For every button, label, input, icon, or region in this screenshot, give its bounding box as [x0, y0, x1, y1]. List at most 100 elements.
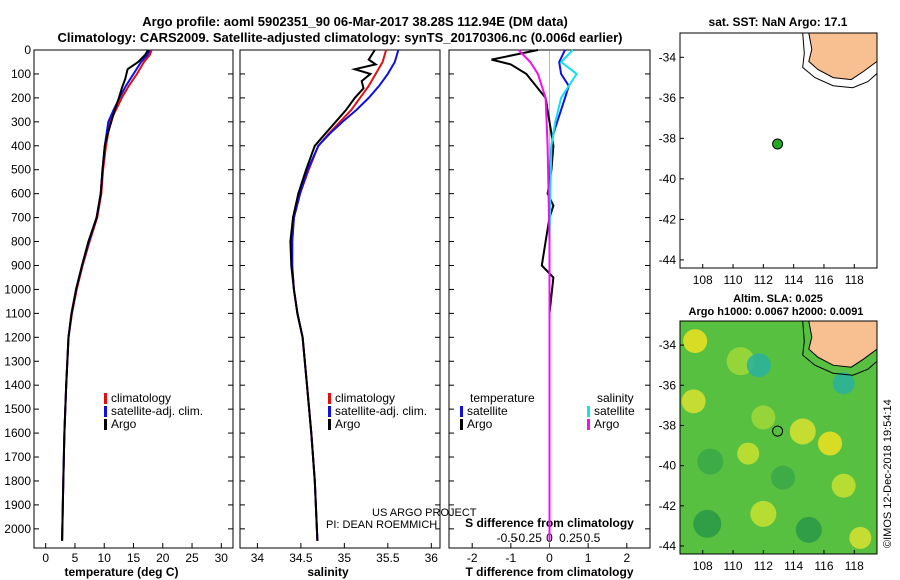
- map-ytick-label: -40: [659, 459, 677, 473]
- shelf-contour: [802, 320, 878, 376]
- pressure-tick-label: 100: [11, 67, 31, 81]
- sla-anomaly-patch: [818, 431, 843, 456]
- difference-top-tick-label: 0.25: [559, 531, 583, 545]
- map-ytick-label: -38: [659, 418, 677, 432]
- sla-anomaly-patch: [751, 405, 776, 430]
- diff-t-legend-swatch: [460, 419, 463, 430]
- temp-legend-swatch: [104, 406, 107, 417]
- difference-xtick-label: 2: [623, 551, 630, 565]
- temperature-xtick-label: 15: [127, 551, 141, 565]
- pressure-tick-label: 600: [11, 187, 31, 201]
- diff-legend-heading-t: temperature: [470, 391, 535, 405]
- sal-legend-swatch: [328, 393, 331, 404]
- map-xtick-label: 118: [845, 273, 864, 287]
- float-position-marker: [772, 425, 784, 437]
- pressure-tick-label: 1200: [4, 330, 31, 344]
- map-xtick-label: 114: [784, 559, 803, 573]
- temperature-xtick-label: 20: [156, 551, 170, 565]
- pressure-tick-label: 1100: [5, 306, 31, 320]
- pressure-tick-label: 1300: [4, 354, 31, 368]
- salinity-xtick-label: 35.5: [376, 551, 400, 565]
- diff-t-legend-label: satellite: [467, 404, 508, 418]
- difference-top-tick-label: -0.25: [515, 531, 543, 545]
- sal-legend-swatch: [328, 406, 331, 417]
- difference-top-tick-label: -0.5: [497, 531, 518, 545]
- map-xtick-label: 116: [814, 559, 833, 573]
- temp-legend-swatch: [104, 419, 107, 430]
- difference-xtick-label: -1: [506, 551, 517, 565]
- float-position-marker: [772, 138, 784, 150]
- map-ytick-label: -44: [659, 539, 677, 553]
- difference-xtick-label: 1: [585, 551, 592, 565]
- pressure-tick-label: 1500: [4, 402, 31, 416]
- pressure-tick-label: 1900: [4, 498, 31, 512]
- pressure-tick-label: 900: [11, 258, 31, 272]
- salinity-xtick-label: 34: [251, 551, 265, 565]
- sla-anomaly-patch: [771, 465, 796, 490]
- salinity-xtick-label: 35: [338, 551, 352, 565]
- diff-s-legend-label: satellite: [594, 404, 635, 418]
- pressure-tick-label: 1000: [4, 282, 31, 296]
- sla-map-subtitle: Argo h1000: 0.0067 h2000: 0.0091: [689, 306, 864, 318]
- pressure-tick-label: 1700: [4, 450, 31, 464]
- sla-anomaly-patch: [750, 500, 777, 527]
- difference-xtick-label: 0: [546, 551, 553, 565]
- pressure-tick-label: 700: [11, 211, 31, 225]
- map-xtick-label: 108: [693, 273, 713, 287]
- temperature-xlabel: temperature (deg C): [64, 565, 178, 579]
- temp-legend-swatch: [104, 393, 107, 404]
- series-satellite-s: [548, 49, 578, 541]
- sla-anomaly-patch: [832, 372, 855, 395]
- map-xtick-label: 114: [784, 273, 803, 287]
- pressure-tick-label: 800: [11, 235, 31, 249]
- map-xtick-label: 110: [723, 559, 742, 573]
- map-xtick-label: 112: [754, 559, 773, 573]
- difference-xlabel: T difference from climatology: [465, 565, 633, 579]
- temperature-panel: 0 5 10 15 20 25 30 temperature (deg C) 0 100 200 30…: [4, 43, 234, 579]
- temperature-xtick-label: 0: [42, 551, 49, 565]
- map-ytick-label: -44: [659, 253, 677, 267]
- pressure-tick-label: 300: [11, 115, 31, 129]
- map-ytick-label: -38: [659, 131, 677, 145]
- pressure-tick-label: 1800: [4, 474, 31, 488]
- pressure-tick-label: 1400: [4, 378, 31, 392]
- sla-map-frame: [679, 320, 878, 555]
- pressure-tick-label: 0: [24, 43, 31, 57]
- diff-s-legend-swatch: [587, 419, 590, 430]
- sla-anomaly-patch: [697, 448, 724, 475]
- series-satellite-adj-clim-: [291, 49, 400, 541]
- map-ytick-label: -42: [659, 212, 677, 226]
- sla-anomaly-patch: [849, 526, 872, 549]
- map-ytick-label: -36: [659, 378, 677, 392]
- salinity-xlabel: salinity: [307, 565, 349, 579]
- credit-pi: PI: DEAN ROEMMICH: [326, 519, 437, 531]
- diff-t-legend-label: Argo: [467, 417, 493, 431]
- map-xtick-label: 110: [723, 273, 742, 287]
- difference-top-tick-label: 0.5: [584, 531, 601, 545]
- difference-xtick-label: -2: [467, 551, 478, 565]
- temperature-xtick-label: 10: [98, 551, 112, 565]
- sla-anomaly-patch: [693, 509, 722, 538]
- credit-project: US ARGO PROJECT: [372, 507, 477, 519]
- temperature-xtick-label: 25: [185, 551, 199, 565]
- sst-map: 108 110 112 114 116 118 -34 -36 -38 -40 -42 -44: [659, 32, 878, 287]
- sla-anomaly-patch: [746, 353, 771, 378]
- map-ytick-label: -40: [659, 172, 677, 186]
- sal-legend-label: Argo: [335, 417, 361, 431]
- diff-t-legend-swatch: [460, 406, 463, 417]
- temp-legend-label: Argo: [111, 417, 137, 431]
- sal-legend-swatch: [328, 419, 331, 430]
- series-argo: [61, 49, 149, 541]
- map-xtick-label: 108: [693, 559, 713, 573]
- temperature-xtick-label: 5: [72, 551, 79, 565]
- map-ytick-label: -34: [659, 338, 677, 352]
- sal-legend-label: climatology: [335, 391, 395, 405]
- map-ytick-label: -36: [659, 91, 677, 105]
- diff-legend-heading-s: salinity: [597, 391, 634, 405]
- pressure-tick-label: 1600: [4, 426, 31, 440]
- sla-anomaly-patch: [681, 389, 706, 414]
- pressure-tick-label: 400: [11, 139, 31, 153]
- pressure-tick-label: 2000: [4, 522, 31, 536]
